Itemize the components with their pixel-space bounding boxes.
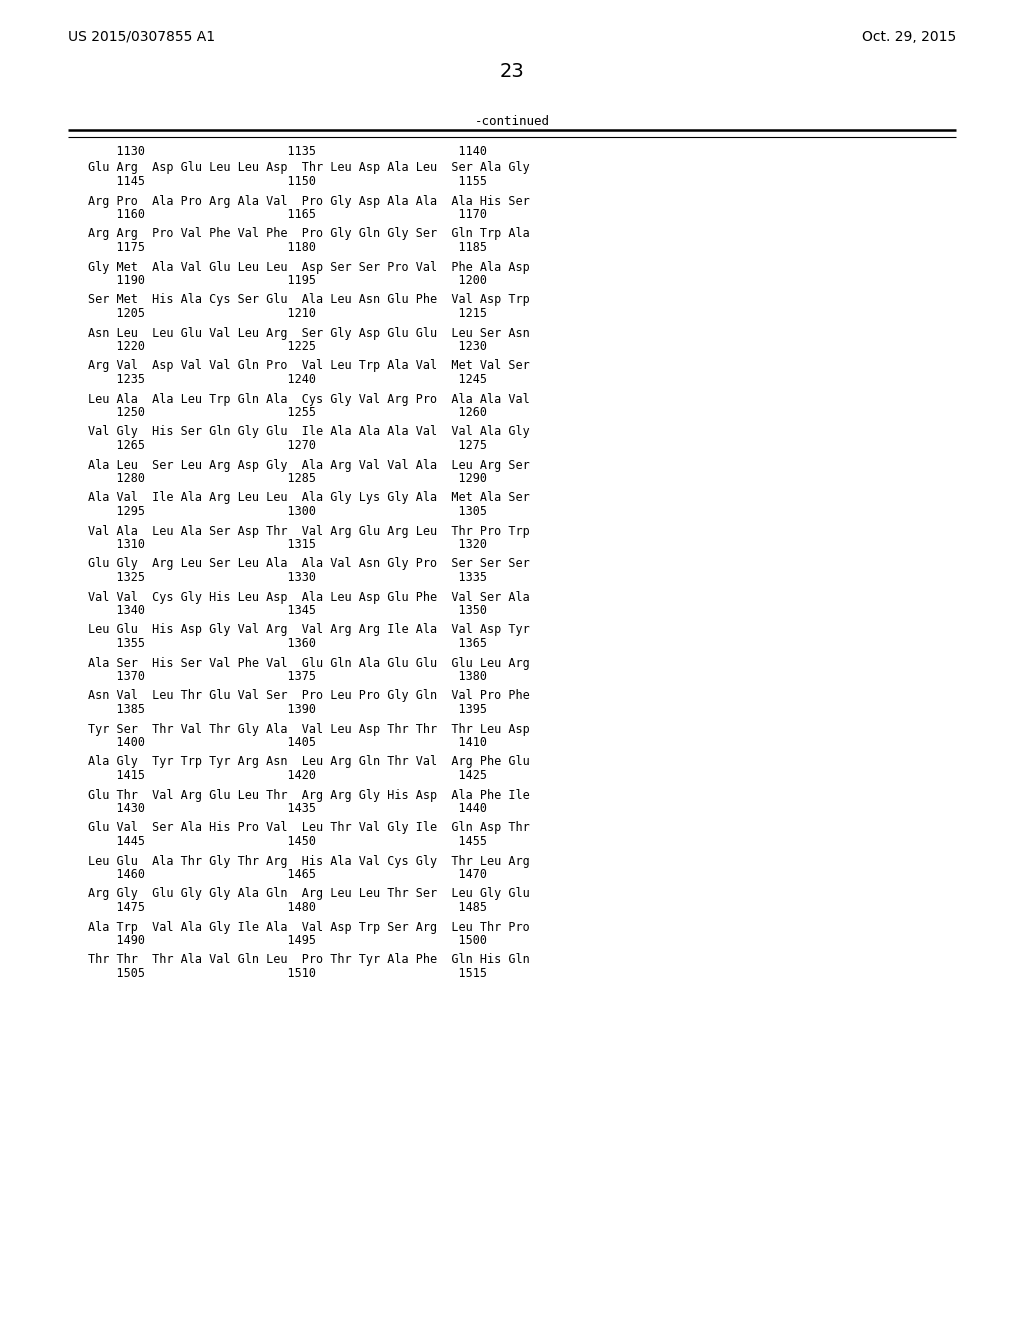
Text: 1160                    1165                    1170: 1160 1165 1170 [88,209,487,220]
Text: 1460                    1465                    1470: 1460 1465 1470 [88,869,487,880]
Text: 1130                    1135                    1140: 1130 1135 1140 [88,145,487,158]
Text: Ala Val  Ile Ala Arg Leu Leu  Ala Gly Lys Gly Ala  Met Ala Ser: Ala Val Ile Ala Arg Leu Leu Ala Gly Lys … [88,491,529,504]
Text: Glu Arg  Asp Glu Leu Leu Asp  Thr Leu Asp Ala Leu  Ser Ala Gly: Glu Arg Asp Glu Leu Leu Asp Thr Leu Asp … [88,161,529,174]
Text: Thr Thr  Thr Ala Val Gln Leu  Pro Thr Tyr Ala Phe  Gln His Gln: Thr Thr Thr Ala Val Gln Leu Pro Thr Tyr … [88,953,529,966]
Text: 1475                    1480                    1485: 1475 1480 1485 [88,902,487,913]
Text: 1325                    1330                    1335: 1325 1330 1335 [88,572,487,583]
Text: -continued: -continued [474,115,550,128]
Text: Ala Trp  Val Ala Gly Ile Ala  Val Asp Trp Ser Arg  Leu Thr Pro: Ala Trp Val Ala Gly Ile Ala Val Asp Trp … [88,920,529,933]
Text: 1175                    1180                    1185: 1175 1180 1185 [88,242,487,253]
Text: Arg Arg  Pro Val Phe Val Phe  Pro Gly Gln Gly Ser  Gln Trp Ala: Arg Arg Pro Val Phe Val Phe Pro Gly Gln … [88,227,529,240]
Text: Oct. 29, 2015: Oct. 29, 2015 [862,30,956,44]
Text: 23: 23 [500,62,524,81]
Text: 1400                    1405                    1410: 1400 1405 1410 [88,737,487,748]
Text: 1145                    1150                    1155: 1145 1150 1155 [88,176,487,187]
Text: Ala Ser  His Ser Val Phe Val  Glu Gln Ala Glu Glu  Glu Leu Arg: Ala Ser His Ser Val Phe Val Glu Gln Ala … [88,656,529,669]
Text: 1280                    1285                    1290: 1280 1285 1290 [88,473,487,484]
Text: 1295                    1300                    1305: 1295 1300 1305 [88,506,487,517]
Text: Glu Gly  Arg Leu Ser Leu Ala  Ala Val Asn Gly Pro  Ser Ser Ser: Glu Gly Arg Leu Ser Leu Ala Ala Val Asn … [88,557,529,570]
Text: Leu Glu  His Asp Gly Val Arg  Val Arg Arg Ile Ala  Val Asp Tyr: Leu Glu His Asp Gly Val Arg Val Arg Arg … [88,623,529,636]
Text: 1250                    1255                    1260: 1250 1255 1260 [88,407,487,418]
Text: 1385                    1390                    1395: 1385 1390 1395 [88,704,487,715]
Text: US 2015/0307855 A1: US 2015/0307855 A1 [68,30,215,44]
Text: 1505                    1510                    1515: 1505 1510 1515 [88,968,487,979]
Text: 1445                    1450                    1455: 1445 1450 1455 [88,836,487,847]
Text: 1370                    1375                    1380: 1370 1375 1380 [88,671,487,682]
Text: Ala Gly  Tyr Trp Tyr Arg Asn  Leu Arg Gln Thr Val  Arg Phe Glu: Ala Gly Tyr Trp Tyr Arg Asn Leu Arg Gln … [88,755,529,768]
Text: 1205                    1210                    1215: 1205 1210 1215 [88,308,487,319]
Text: 1235                    1240                    1245: 1235 1240 1245 [88,374,487,385]
Text: Leu Ala  Ala Leu Trp Gln Ala  Cys Gly Val Arg Pro  Ala Ala Val: Leu Ala Ala Leu Trp Gln Ala Cys Gly Val … [88,392,529,405]
Text: Arg Val  Asp Val Val Gln Pro  Val Leu Trp Ala Val  Met Val Ser: Arg Val Asp Val Val Gln Pro Val Leu Trp … [88,359,529,372]
Text: Leu Glu  Ala Thr Gly Thr Arg  His Ala Val Cys Gly  Thr Leu Arg: Leu Glu Ala Thr Gly Thr Arg His Ala Val … [88,854,529,867]
Text: Asn Leu  Leu Glu Val Leu Arg  Ser Gly Asp Glu Glu  Leu Ser Asn: Asn Leu Leu Glu Val Leu Arg Ser Gly Asp … [88,326,529,339]
Text: 1265                    1270                    1275: 1265 1270 1275 [88,440,487,451]
Text: Val Gly  His Ser Gln Gly Glu  Ile Ala Ala Ala Val  Val Ala Gly: Val Gly His Ser Gln Gly Glu Ile Ala Ala … [88,425,529,438]
Text: Glu Thr  Val Arg Glu Leu Thr  Arg Arg Gly His Asp  Ala Phe Ile: Glu Thr Val Arg Glu Leu Thr Arg Arg Gly … [88,788,529,801]
Text: 1430                    1435                    1440: 1430 1435 1440 [88,803,487,814]
Text: Ser Met  His Ala Cys Ser Glu  Ala Leu Asn Glu Phe  Val Asp Trp: Ser Met His Ala Cys Ser Glu Ala Leu Asn … [88,293,529,306]
Text: Glu Val  Ser Ala His Pro Val  Leu Thr Val Gly Ile  Gln Asp Thr: Glu Val Ser Ala His Pro Val Leu Thr Val … [88,821,529,834]
Text: 1415                    1420                    1425: 1415 1420 1425 [88,770,487,781]
Text: Ala Leu  Ser Leu Arg Asp Gly  Ala Arg Val Val Ala  Leu Arg Ser: Ala Leu Ser Leu Arg Asp Gly Ala Arg Val … [88,458,529,471]
Text: 1310                    1315                    1320: 1310 1315 1320 [88,539,487,550]
Text: 1190                    1195                    1200: 1190 1195 1200 [88,275,487,286]
Text: Gly Met  Ala Val Glu Leu Leu  Asp Ser Ser Pro Val  Phe Ala Asp: Gly Met Ala Val Glu Leu Leu Asp Ser Ser … [88,260,529,273]
Text: Val Val  Cys Gly His Leu Asp  Ala Leu Asp Glu Phe  Val Ser Ala: Val Val Cys Gly His Leu Asp Ala Leu Asp … [88,590,529,603]
Text: 1340                    1345                    1350: 1340 1345 1350 [88,605,487,616]
Text: Arg Pro  Ala Pro Arg Ala Val  Pro Gly Asp Ala Ala  Ala His Ser: Arg Pro Ala Pro Arg Ala Val Pro Gly Asp … [88,194,529,207]
Text: 1355                    1360                    1365: 1355 1360 1365 [88,638,487,649]
Text: 1220                    1225                    1230: 1220 1225 1230 [88,341,487,352]
Text: Asn Val  Leu Thr Glu Val Ser  Pro Leu Pro Gly Gln  Val Pro Phe: Asn Val Leu Thr Glu Val Ser Pro Leu Pro … [88,689,529,702]
Text: 1490                    1495                    1500: 1490 1495 1500 [88,935,487,946]
Text: Val Ala  Leu Ala Ser Asp Thr  Val Arg Glu Arg Leu  Thr Pro Trp: Val Ala Leu Ala Ser Asp Thr Val Arg Glu … [88,524,529,537]
Text: Arg Gly  Glu Gly Gly Ala Gln  Arg Leu Leu Thr Ser  Leu Gly Glu: Arg Gly Glu Gly Gly Ala Gln Arg Leu Leu … [88,887,529,900]
Text: Tyr Ser  Thr Val Thr Gly Ala  Val Leu Asp Thr Thr  Thr Leu Asp: Tyr Ser Thr Val Thr Gly Ala Val Leu Asp … [88,722,529,735]
